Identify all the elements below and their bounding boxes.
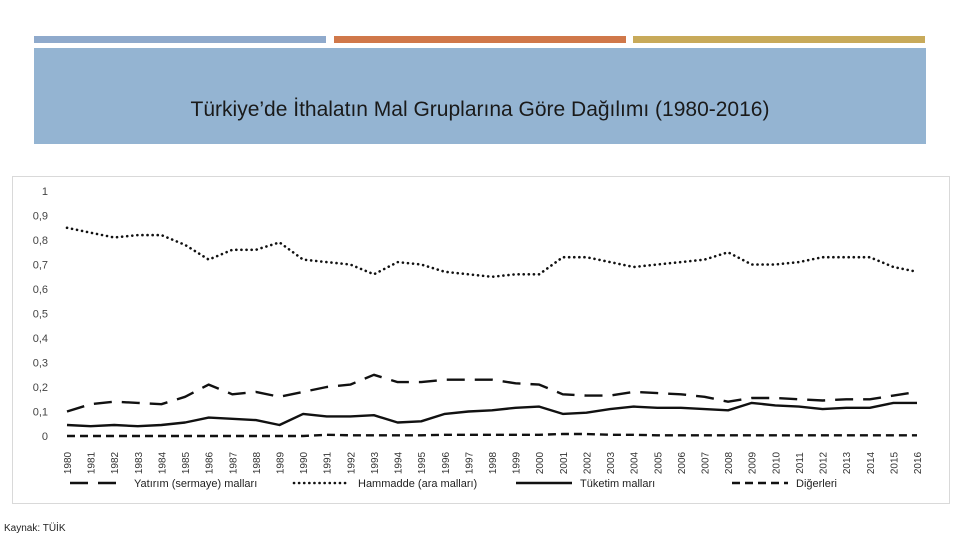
x-tick-label: 2000	[535, 451, 546, 474]
legend-label: Tüketim malları	[580, 478, 655, 490]
x-tick-label: 1992	[346, 451, 357, 474]
y-tick-label: 0,9	[33, 211, 48, 223]
x-tick-label: 2016	[913, 451, 924, 474]
slide-title: Türkiye’de İthalatın Mal Gruplarına Göre…	[190, 98, 770, 121]
series-line-4	[67, 432, 917, 438]
x-tick-label: 1999	[512, 451, 523, 474]
x-tick-label: 2009	[748, 451, 759, 474]
x-tick-label: 2008	[724, 451, 735, 474]
x-tick-label: 2004	[630, 451, 641, 474]
x-tick-label: 1988	[252, 451, 263, 474]
x-tick-label: 2010	[771, 451, 782, 474]
x-tick-label: 1995	[417, 451, 428, 474]
x-tick-label: 1983	[134, 451, 145, 474]
x-tick-label: 2012	[819, 451, 830, 474]
x-tick-label: 1998	[488, 451, 499, 474]
x-tick-label: 1994	[394, 451, 405, 474]
y-tick-label: 0,1	[33, 407, 48, 419]
y-tick-label: 0,3	[33, 358, 48, 370]
x-tick-label: 2011	[795, 452, 806, 474]
accent-bar-gold	[633, 36, 925, 43]
x-tick-label: 1982	[110, 451, 121, 474]
x-tick-label: 1997	[464, 451, 475, 474]
x-tick-label: 1996	[441, 451, 452, 474]
x-tick-label: 2006	[677, 451, 688, 474]
x-tick-label: 1989	[276, 451, 287, 474]
x-tick-label: 2013	[842, 451, 853, 474]
x-tick-label: 2014	[866, 451, 877, 474]
legend-label: Diğerleri	[796, 478, 837, 490]
chart-frame	[12, 176, 950, 504]
accent-bar-orange	[334, 36, 626, 43]
x-tick-label: 2005	[653, 451, 664, 474]
source-note: Kaynak: TÜİK	[4, 523, 66, 534]
line-chart: 0 0,1 0,2 0,3 0,4 0,5 0,6 0,7 0,8 0,9 1 1980 1981 198…	[33, 186, 924, 490]
x-tick-label: 2015	[889, 451, 900, 474]
y-tick-label: 0,5	[33, 309, 48, 321]
y-tick-label: 0,4	[33, 333, 48, 345]
y-tick-label: 1	[42, 186, 48, 198]
x-tick-label: 1980	[63, 451, 74, 474]
legend-label: Hammadde (ara malları)	[358, 478, 477, 490]
accent-bar-blue	[34, 36, 326, 43]
y-tick-label: 0	[42, 431, 48, 443]
y-tick-label: 0,2	[33, 382, 48, 394]
series-line-3	[66, 401, 917, 428]
x-tick-label: 1990	[299, 451, 310, 474]
x-tick-label: 1986	[205, 451, 216, 474]
x-tick-label: 1985	[181, 451, 192, 474]
y-tick-label: 0,7	[33, 260, 48, 272]
x-tick-label: 2007	[701, 451, 712, 474]
x-tick-label: 1993	[370, 451, 381, 474]
y-tick-label: 0,6	[33, 284, 48, 296]
x-tick-label: 1991	[323, 451, 334, 474]
x-tick-label: 2002	[582, 451, 593, 474]
x-tick-label: 1984	[157, 451, 168, 474]
title-banner: Türkiye’de İthalatın Mal Gruplarına Göre…	[34, 48, 926, 144]
series-line-2	[65, 226, 919, 279]
series-line-1	[66, 373, 918, 413]
x-tick-label: 1987	[228, 451, 239, 474]
y-tick-label: 0,8	[33, 235, 48, 247]
x-tick-label: 2003	[606, 451, 617, 474]
x-tick-label: 1981	[87, 451, 98, 474]
x-tick-label: 2001	[559, 451, 570, 474]
legend-label: Yatırım (sermaye) malları	[134, 478, 257, 490]
